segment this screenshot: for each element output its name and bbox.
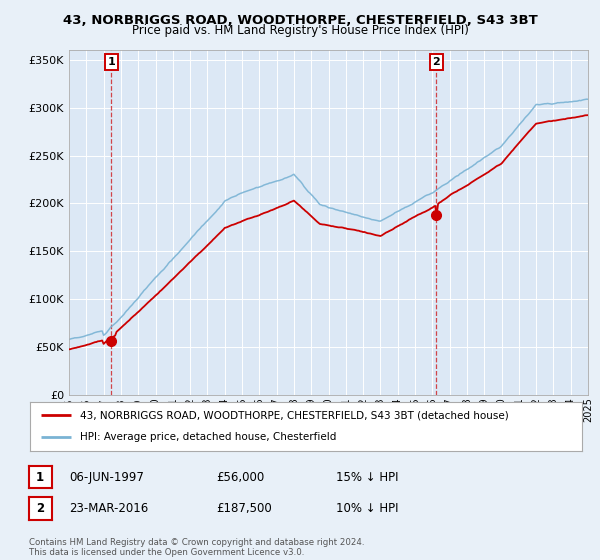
Text: 06-JUN-1997: 06-JUN-1997 (69, 470, 144, 484)
Text: 2: 2 (433, 57, 440, 67)
Text: 43, NORBRIGGS ROAD, WOODTHORPE, CHESTERFIELD, S43 3BT (detached house): 43, NORBRIGGS ROAD, WOODTHORPE, CHESTERF… (80, 410, 508, 421)
Text: 15% ↓ HPI: 15% ↓ HPI (336, 470, 398, 484)
Text: HPI: Average price, detached house, Chesterfield: HPI: Average price, detached house, Ches… (80, 432, 336, 442)
Text: 2: 2 (36, 502, 44, 515)
Text: 1: 1 (36, 470, 44, 484)
Text: 10% ↓ HPI: 10% ↓ HPI (336, 502, 398, 515)
Text: 43, NORBRIGGS ROAD, WOODTHORPE, CHESTERFIELD, S43 3BT: 43, NORBRIGGS ROAD, WOODTHORPE, CHESTERF… (62, 14, 538, 27)
Text: 1: 1 (107, 57, 115, 67)
Text: 23-MAR-2016: 23-MAR-2016 (69, 502, 148, 515)
Text: £56,000: £56,000 (216, 470, 264, 484)
Text: £187,500: £187,500 (216, 502, 272, 515)
Text: Price paid vs. HM Land Registry's House Price Index (HPI): Price paid vs. HM Land Registry's House … (131, 24, 469, 37)
Text: Contains HM Land Registry data © Crown copyright and database right 2024.
This d: Contains HM Land Registry data © Crown c… (29, 538, 364, 557)
